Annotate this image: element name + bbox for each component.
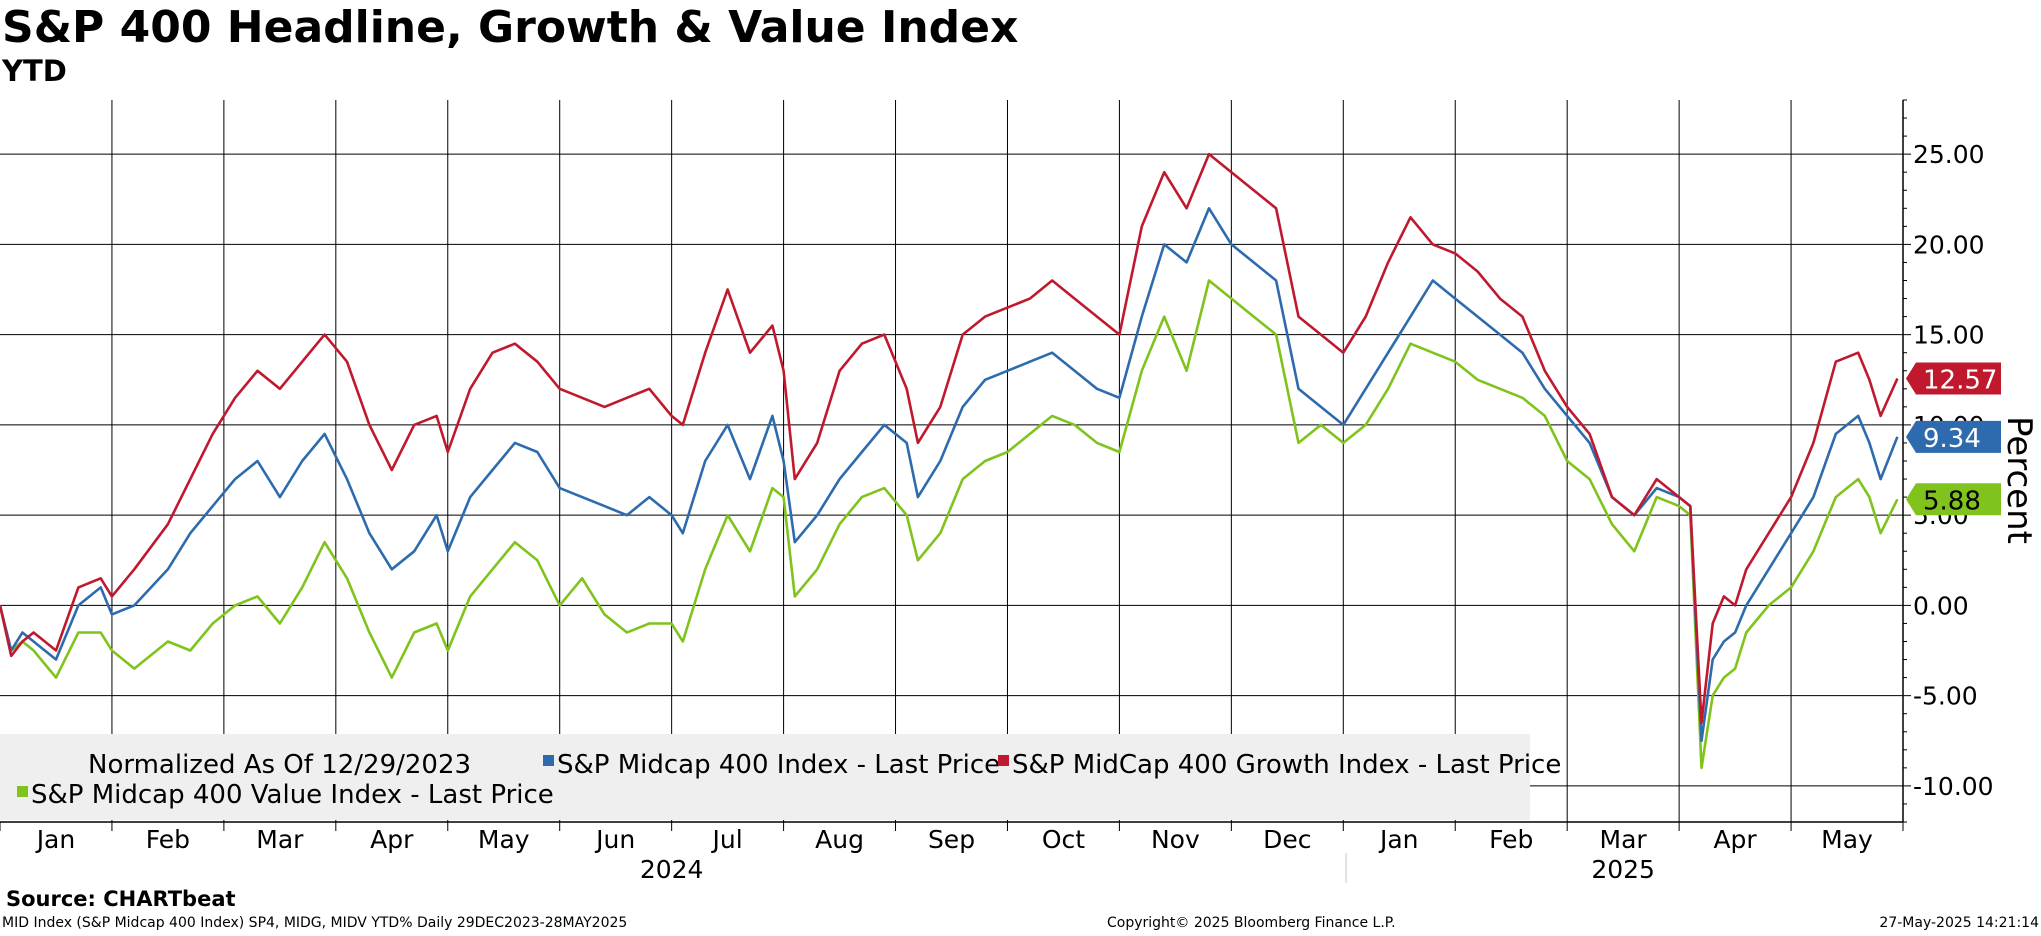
last-value-tag-text: 12.57	[1923, 366, 1997, 396]
last-value-tags: 9.34 12.57 5.88	[1906, 362, 2001, 516]
last-value-tag-text: 9.34	[1923, 424, 1981, 454]
last-value-tag-bg	[1906, 362, 2001, 395]
legend-item-midcap: S&P Midcap 400 Index - Last Price	[543, 750, 1000, 780]
legend-header: Normalized As Of 12/29/2023	[88, 750, 471, 780]
x-tick-label: Oct	[1042, 825, 1085, 854]
x-tick-label: May	[478, 825, 530, 854]
last-value-tag-text: 5.88	[1923, 486, 1981, 516]
x-tick-label: Mar	[1600, 825, 1648, 854]
x-tick-label: Jun	[594, 825, 635, 854]
x-tick-label: Sep	[928, 825, 975, 854]
legend-swatch-midcap	[543, 755, 554, 766]
chart-subtitle: YTD	[2, 54, 67, 88]
plot-area-background	[0, 100, 1903, 820]
last-value-tag-midcap: 9.34	[1906, 420, 2001, 454]
y-tick-label: 15.00	[1913, 321, 1985, 350]
x-tick-label: Dec	[1263, 825, 1311, 854]
footer-index-info: MID Index (S&P Midcap 400 Index) SP4, MI…	[2, 915, 628, 931]
x-year-label: 2025	[1591, 855, 1655, 884]
last-value-tag-value: 5.88	[1906, 483, 2001, 516]
y-tick-label: -5.00	[1913, 682, 1978, 711]
last-value-tag-bg	[1906, 483, 2001, 516]
footer-copyright: Copyright© 2025 Bloomberg Finance L.P.	[1107, 915, 1396, 931]
series-line-growth	[0, 152, 1899, 724]
legend-swatch-value	[17, 786, 28, 797]
legend-label-midcap: S&P Midcap 400 Index - Last Price	[557, 750, 1000, 780]
x-tick-label: May	[1821, 825, 1873, 854]
y-tick-label: 0.00	[1913, 591, 1969, 620]
legend-label-growth: S&P MidCap 400 Growth Index - Last Price	[1012, 750, 1561, 780]
x-tick-label: Nov	[1151, 825, 1200, 854]
x-tick-label: Apr	[1713, 825, 1757, 854]
horizontal-gridlines	[0, 153, 1903, 787]
series-layer	[0, 152, 1899, 770]
y-tick-label: 25.00	[1913, 140, 1985, 169]
x-tick-label: Feb	[1489, 825, 1533, 854]
legend-background	[0, 734, 1530, 820]
y-axis-label: Percent	[1999, 416, 2039, 544]
x-year-label: 2024	[640, 855, 704, 884]
legend-item-growth: S&P MidCap 400 Growth Index - Last Price	[998, 750, 1561, 780]
legend-label-value: S&P Midcap 400 Value Index - Last Price	[31, 780, 554, 810]
series-line-value	[0, 279, 1899, 770]
x-tick-label: Aug	[815, 825, 864, 854]
x-tick-label: Jan	[35, 825, 76, 854]
last-value-tag-growth: 12.57	[1906, 362, 2001, 396]
legend-item-value: S&P Midcap 400 Value Index - Last Price	[17, 780, 554, 810]
last-value-tag-bg	[1906, 420, 2001, 453]
x-tick-label: Feb	[146, 825, 190, 854]
y-tick-label: -10.00	[1913, 772, 1994, 801]
chart-title: S&P 400 Headline, Growth & Value Index	[2, 2, 1019, 53]
y-tick-label: 20.00	[1913, 230, 1985, 259]
series-line-midcap	[0, 207, 1899, 743]
x-tick-label: Jan	[1378, 825, 1419, 854]
x-tick-label: Apr	[370, 825, 414, 854]
x-tick-label: Jul	[711, 825, 743, 854]
x-tick-label: Mar	[256, 825, 304, 854]
x-axis-ticks: Jan Feb Mar Apr May Jun Jul Aug Sep Oct Nov Dec Jan F…	[0, 822, 1904, 884]
legend-swatch-growth	[998, 755, 1009, 766]
source-note: Source: CHARTbeat	[6, 887, 236, 911]
footer-timestamp: 27-May-2025 14:21:14	[1879, 915, 2039, 931]
